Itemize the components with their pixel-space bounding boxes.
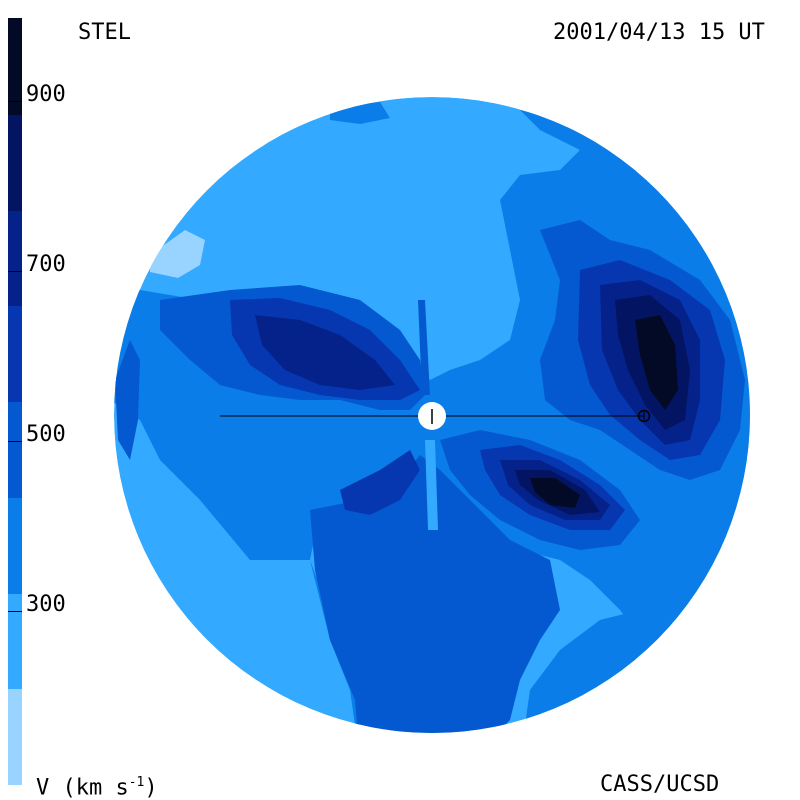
timestamp-title: 2001/04/13 15 UT (553, 20, 765, 45)
contour-streak-south (425, 440, 438, 530)
colorbar-tick-label-900: 900 (26, 82, 66, 107)
colorbar-segment (8, 305, 22, 402)
colorbar-tick-900 (8, 101, 22, 102)
contour-level-700-west (255, 315, 395, 390)
contour-streak-north (418, 300, 430, 395)
colorbar-tick-300 (8, 611, 22, 612)
colorbar-tick-700 (8, 271, 22, 272)
colorbar-segment (8, 496, 22, 594)
units-label-exponent: -1 (128, 775, 145, 790)
colorbar-segment (8, 209, 22, 307)
contour-light-patch-nw (150, 230, 205, 278)
colorbar-tick-label-700: 700 (26, 252, 66, 277)
chart-title-left: STEL (78, 20, 131, 45)
colorbar-segment (8, 688, 22, 785)
contour-level-600-southwest (340, 450, 420, 515)
institution-label: CASS/UCSD (600, 772, 720, 797)
colorbar-segment (8, 592, 22, 690)
contour-level-900-southeast (530, 478, 580, 508)
colorbar-tick-500 (8, 441, 22, 442)
contour-level-500-south (310, 455, 560, 733)
colorbar-segment (8, 113, 22, 211)
contour-level-500-rim-left (115, 340, 140, 460)
units-label-close: ) (144, 775, 158, 800)
contour-level-400-top-right (520, 110, 610, 150)
colorbar-tick-label-500: 500 (26, 422, 66, 447)
velocity-units-label: V (km s-1) (36, 772, 158, 799)
velocity-colorbar (8, 18, 22, 785)
contour-level-900-east (635, 315, 678, 410)
colorbar-segment (8, 401, 22, 498)
units-label-text: V (km s (36, 775, 129, 800)
colorbar-tick-label-300: 300 (26, 592, 66, 617)
colorbar-segment (8, 18, 22, 115)
